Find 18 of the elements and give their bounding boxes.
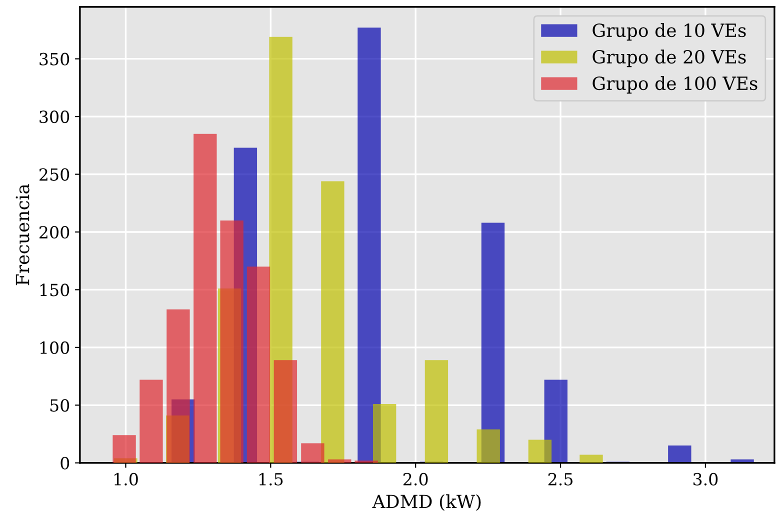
- y-tick-label: 300: [40, 110, 70, 124]
- x-tick-label: 3.0: [693, 472, 718, 486]
- legend-label: Grupo de 10 VEs: [592, 23, 746, 41]
- x-axis-title: ADMD (kW): [372, 494, 481, 511]
- y-axis-title: Frecuencia: [16, 184, 30, 286]
- x-tick-label: 2.5: [548, 472, 572, 486]
- x-tick-label: 1.5: [259, 472, 283, 486]
- y-tick-label: 100: [40, 341, 70, 354]
- x-tick-label: 1.0: [114, 472, 138, 486]
- y-tick-label: 200: [40, 226, 70, 239]
- y-tick-label: 0: [60, 456, 70, 470]
- y-tick-label: 250: [40, 168, 70, 181]
- y-tick-label: 150: [40, 284, 70, 296]
- x-tick-label: 2.0: [403, 472, 428, 486]
- legend-label: Grupo de 20 VEs: [592, 50, 746, 68]
- y-tick-label: 350: [40, 52, 70, 66]
- legend-label: Grupo de 100 VEs: [592, 76, 758, 94]
- y-tick-label: 50: [50, 399, 70, 412]
